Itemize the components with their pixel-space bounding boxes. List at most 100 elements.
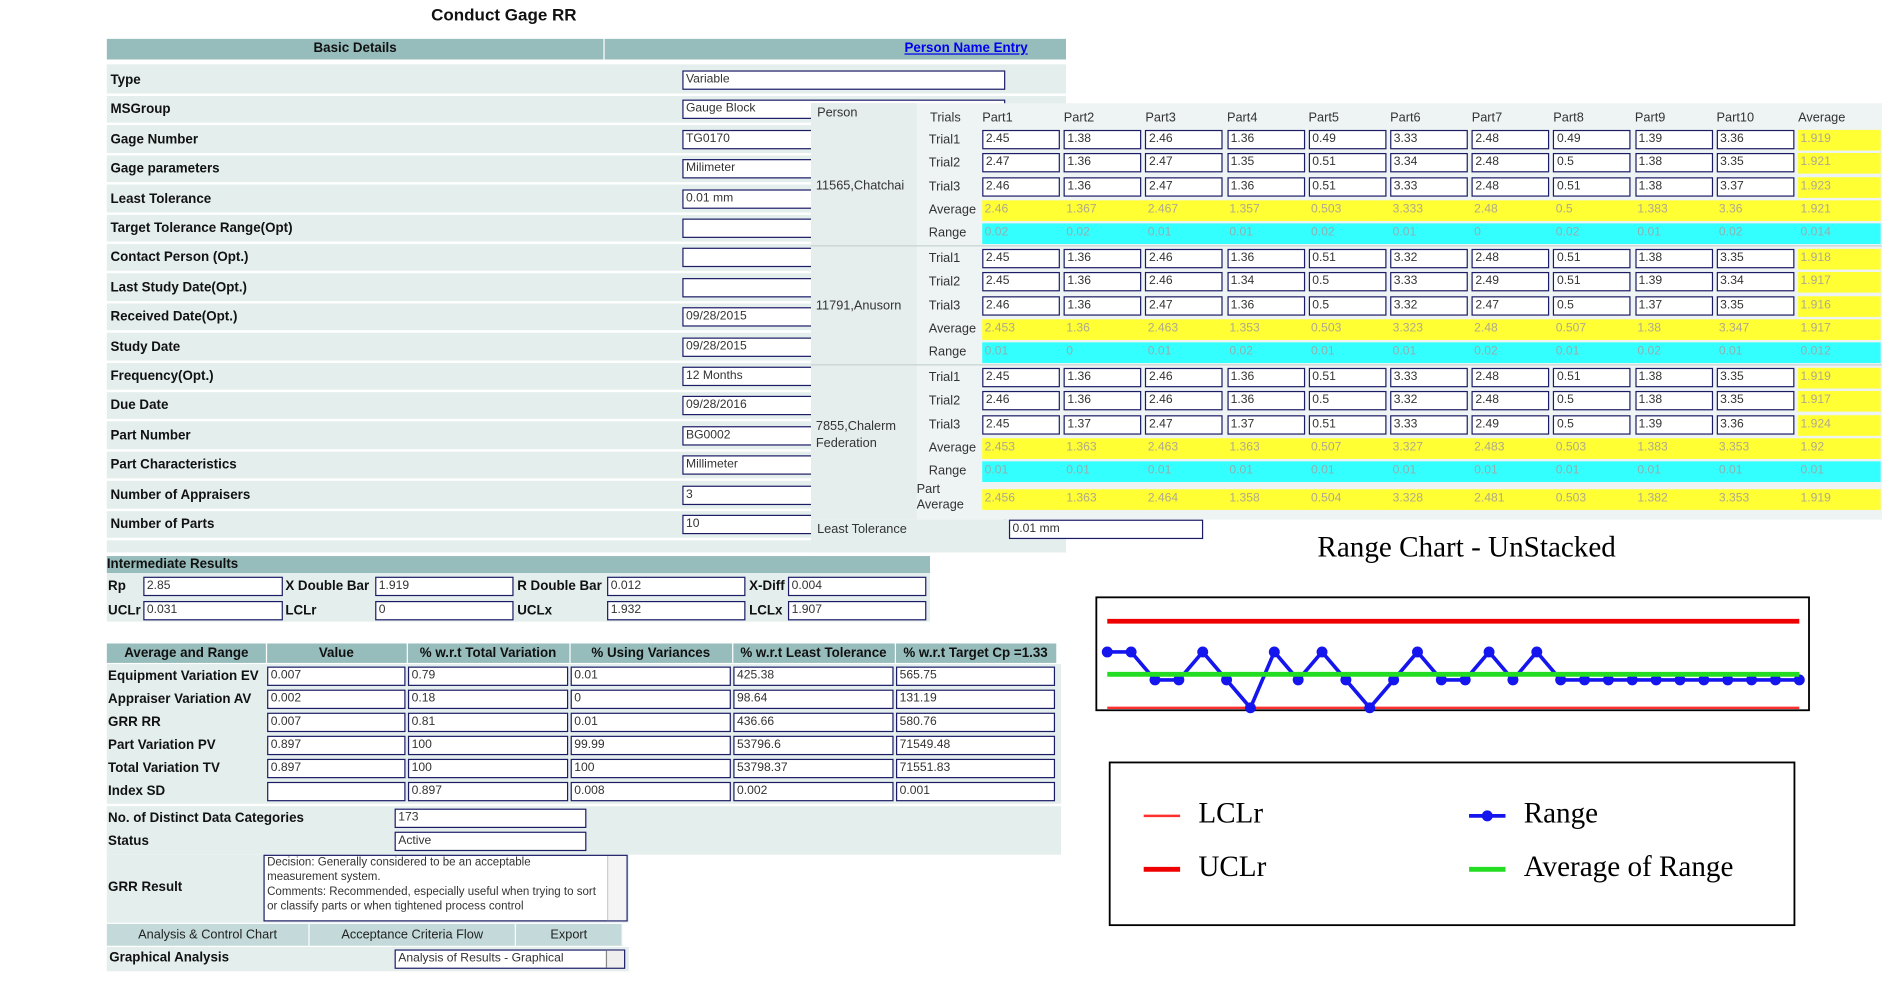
trial-input[interactable]: 1.37	[1227, 415, 1305, 434]
trial-input[interactable]: 2.45	[982, 368, 1060, 387]
trial-input[interactable]: 1.37	[1635, 296, 1713, 315]
trial-input[interactable]: 3.37	[1716, 177, 1794, 196]
trial-input[interactable]: 2.48	[1472, 153, 1550, 172]
trial-input[interactable]: 0.5	[1553, 415, 1631, 434]
trial-input[interactable]: 2.46	[982, 391, 1060, 410]
value-input[interactable]: 53796.6	[733, 736, 893, 755]
value-input[interactable]: 100	[408, 759, 568, 778]
trial-input[interactable]: 2.47	[1145, 153, 1223, 172]
trial-input[interactable]: 3.32	[1390, 391, 1468, 410]
trial-input[interactable]: 3.34	[1716, 272, 1794, 291]
trial-input[interactable]: 1.37	[1064, 415, 1142, 434]
value-input[interactable]: 0.81	[408, 713, 568, 732]
value-input[interactable]: 0.008	[571, 782, 731, 801]
value-input[interactable]: 131.19	[896, 690, 1055, 709]
tab-button[interactable]: Export	[516, 924, 623, 946]
trial-input[interactable]: 3.32	[1390, 249, 1468, 268]
trial-input[interactable]: 1.34	[1227, 272, 1305, 291]
field-input[interactable]: Variable	[682, 70, 1005, 89]
trial-input[interactable]: 1.36	[1227, 249, 1305, 268]
trial-input[interactable]: 0.5	[1309, 296, 1387, 315]
value-input[interactable]: 0.002	[733, 782, 893, 801]
trial-input[interactable]: 3.35	[1716, 296, 1794, 315]
result-input[interactable]: 2.85	[143, 577, 283, 596]
trial-input[interactable]: 1.39	[1635, 130, 1713, 149]
trial-input[interactable]: 3.35	[1716, 153, 1794, 172]
trial-input[interactable]: 0.5	[1553, 153, 1631, 172]
trial-input[interactable]: 2.47	[1145, 177, 1223, 196]
value-input[interactable]: 0.001	[896, 782, 1055, 801]
trial-input[interactable]: 1.39	[1635, 272, 1713, 291]
trial-input[interactable]: 0.51	[1553, 272, 1631, 291]
graphical-select[interactable]: Analysis of Results - Graphical	[395, 949, 626, 968]
trial-input[interactable]: 1.36	[1064, 153, 1142, 172]
value-input[interactable]: 98.64	[733, 690, 893, 709]
result-input[interactable]: 0.012	[607, 577, 745, 596]
trial-input[interactable]: 1.36	[1227, 391, 1305, 410]
value-input[interactable]: 0.01	[571, 713, 731, 732]
tab-button[interactable]: Acceptance Criteria Flow	[310, 924, 516, 946]
trial-input[interactable]: 3.33	[1390, 368, 1468, 387]
trial-input[interactable]: 3.32	[1390, 296, 1468, 315]
trial-input[interactable]: 3.33	[1390, 130, 1468, 149]
trial-input[interactable]: 2.46	[1145, 368, 1223, 387]
trial-input[interactable]: 1.36	[1227, 177, 1305, 196]
trial-input[interactable]: 2.47	[1145, 296, 1223, 315]
trial-input[interactable]: 0.51	[1553, 249, 1631, 268]
person-name-link[interactable]: Person Name Entry	[905, 39, 1028, 60]
trial-input[interactable]: 1.36	[1064, 249, 1142, 268]
tab-button[interactable]: Analysis & Control Chart	[107, 924, 310, 946]
trial-input[interactable]: 3.35	[1716, 368, 1794, 387]
trial-input[interactable]: 0.49	[1309, 130, 1387, 149]
value-input[interactable]: 0.01	[571, 667, 731, 686]
value-input[interactable]: 0.897	[267, 759, 405, 778]
value-input[interactable]: 565.75	[896, 667, 1055, 686]
value-input[interactable]: 53798.37	[733, 759, 893, 778]
result-input[interactable]: 1.932	[607, 601, 745, 620]
trial-input[interactable]: 1.36	[1227, 368, 1305, 387]
trial-input[interactable]: 2.48	[1472, 130, 1550, 149]
trial-input[interactable]: 2.45	[982, 415, 1060, 434]
trial-input[interactable]: 1.36	[1064, 296, 1142, 315]
trial-input[interactable]: 2.47	[1145, 415, 1223, 434]
trial-input[interactable]: 0.51	[1309, 177, 1387, 196]
trial-input[interactable]: 2.49	[1472, 272, 1550, 291]
trial-input[interactable]: 2.48	[1472, 391, 1550, 410]
value-input[interactable]: 0.007	[267, 713, 405, 732]
value-input[interactable]: 436.66	[733, 713, 893, 732]
least-tolerance-input[interactable]: 0.01 mm	[1009, 520, 1203, 539]
trial-input[interactable]: 1.38	[1635, 368, 1713, 387]
trial-input[interactable]: 0.51	[1309, 368, 1387, 387]
trial-input[interactable]: 2.46	[1145, 272, 1223, 291]
summary-input[interactable]: Active	[395, 832, 587, 851]
value-input[interactable]	[267, 782, 405, 801]
trial-input[interactable]: 1.36	[1064, 272, 1142, 291]
trial-input[interactable]: 1.36	[1227, 130, 1305, 149]
trial-input[interactable]: 2.46	[982, 177, 1060, 196]
trial-input[interactable]: 1.36	[1064, 368, 1142, 387]
trial-input[interactable]: 1.35	[1227, 153, 1305, 172]
trial-input[interactable]: 2.48	[1472, 177, 1550, 196]
trial-input[interactable]: 2.49	[1472, 415, 1550, 434]
trial-input[interactable]: 3.33	[1390, 272, 1468, 291]
value-input[interactable]: 0.79	[408, 667, 568, 686]
trial-input[interactable]: 3.34	[1390, 153, 1468, 172]
trial-input[interactable]: 3.33	[1390, 177, 1468, 196]
trial-input[interactable]: 0.5	[1553, 391, 1631, 410]
trial-input[interactable]: 3.35	[1716, 391, 1794, 410]
trial-input[interactable]: 1.36	[1227, 296, 1305, 315]
value-input[interactable]: 0.007	[267, 667, 405, 686]
result-input[interactable]: 0.031	[143, 601, 283, 620]
trial-input[interactable]: 2.48	[1472, 249, 1550, 268]
trial-input[interactable]: 2.45	[982, 130, 1060, 149]
value-input[interactable]: 425.38	[733, 667, 893, 686]
value-input[interactable]: 0	[571, 690, 731, 709]
trial-input[interactable]: 1.38	[1635, 177, 1713, 196]
value-input[interactable]: 99.99	[571, 736, 731, 755]
trial-input[interactable]: 2.46	[1145, 249, 1223, 268]
result-input[interactable]: 0.004	[788, 577, 926, 596]
trial-input[interactable]: 2.46	[982, 296, 1060, 315]
trial-input[interactable]: 2.45	[982, 272, 1060, 291]
trial-input[interactable]: 1.39	[1635, 415, 1713, 434]
trial-input[interactable]: 0.51	[1309, 153, 1387, 172]
